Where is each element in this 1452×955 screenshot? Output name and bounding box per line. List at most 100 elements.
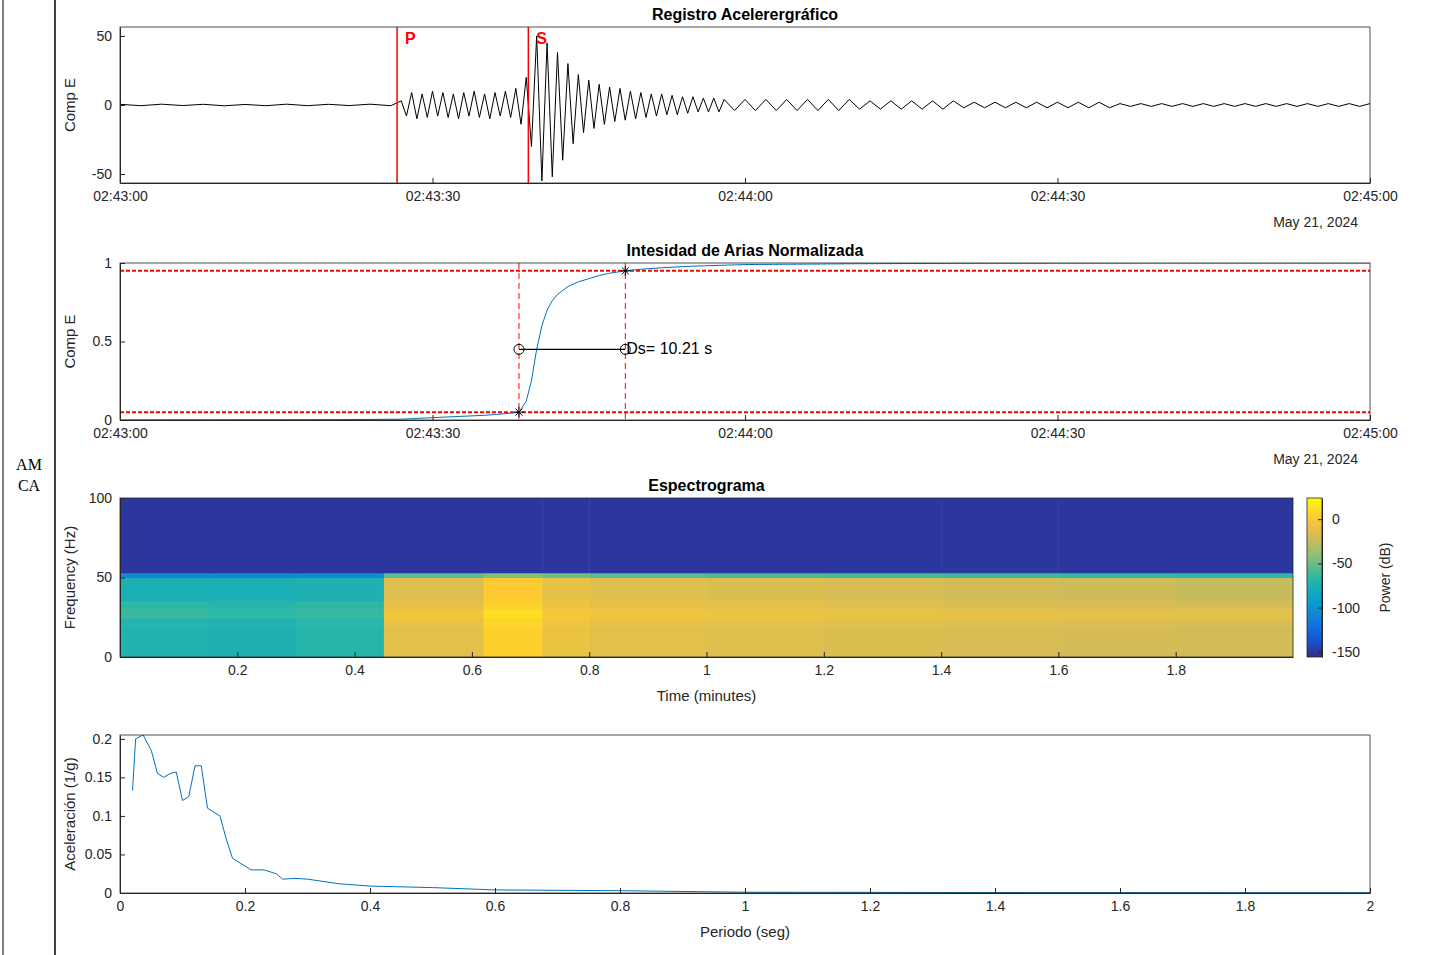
heat-cell xyxy=(120,625,208,657)
interval-line xyxy=(518,263,519,420)
tick-mark xyxy=(237,652,238,657)
heat-cell xyxy=(1176,498,1293,573)
heat-cell xyxy=(1176,609,1293,617)
tick: 1.4 xyxy=(986,888,1006,914)
heat-cell xyxy=(296,617,384,625)
heat-cell xyxy=(1176,601,1293,609)
heat-cell xyxy=(941,578,1059,602)
heat-cell xyxy=(941,609,1059,617)
tick-mark xyxy=(707,652,708,657)
tick-label: 1.2 xyxy=(815,662,835,678)
heat-cell xyxy=(589,609,707,617)
heat-cell xyxy=(941,573,1059,578)
tick-mark xyxy=(995,888,996,893)
heat-cell xyxy=(120,573,208,578)
phase-label: P xyxy=(405,30,416,47)
heat-cell xyxy=(208,578,296,602)
tick: 0.2 xyxy=(228,652,248,678)
tick: 0 xyxy=(1318,511,1340,527)
heat-cell xyxy=(1058,573,1176,578)
tick-label: 100 xyxy=(89,490,113,506)
tick-mark xyxy=(120,657,125,658)
tick-mark xyxy=(870,888,871,893)
tick-label: 0.8 xyxy=(580,662,600,678)
title: Registro Acelerergráfico xyxy=(652,6,838,23)
heat-cell xyxy=(824,617,942,625)
heat-cell xyxy=(824,609,942,617)
tick: 2 xyxy=(1367,888,1375,914)
station-label: CA xyxy=(18,477,41,494)
heat-cell xyxy=(484,498,543,573)
y-axis-title: Aceleración (1/g) xyxy=(61,757,78,870)
tick-label: 1.6 xyxy=(1111,898,1131,914)
tick: 0.6 xyxy=(486,888,506,914)
tick: 02:44:30 xyxy=(1031,178,1086,204)
tick-mark xyxy=(1058,178,1059,183)
heat-cell xyxy=(120,609,208,617)
heat-cell xyxy=(941,498,1059,573)
y-axis: -50 0 50 xyxy=(92,28,125,184)
tick: 0 xyxy=(104,412,125,428)
heat-cell xyxy=(589,625,707,657)
tick-label: 50 xyxy=(96,569,112,585)
heat-cell xyxy=(384,617,484,625)
phase-marker xyxy=(528,27,530,183)
tick: 1.4 xyxy=(932,652,952,678)
tick-label: 1 xyxy=(703,662,711,678)
tick-label: 02:44:00 xyxy=(718,188,773,204)
tick-label: 0.6 xyxy=(463,662,483,678)
annotation: Ds= 10.21 s xyxy=(626,340,712,357)
tick-label: 0.2 xyxy=(228,662,248,678)
tick-label: 0.8 xyxy=(611,898,631,914)
tick-mark xyxy=(1370,178,1371,183)
tick-mark xyxy=(1318,608,1322,609)
heat-cell xyxy=(941,625,1059,657)
x-axis-title: May 21, 2024 xyxy=(1273,451,1358,467)
heat-cell xyxy=(542,617,589,625)
y-axis: 050100 xyxy=(89,490,125,665)
tick-mark xyxy=(745,178,746,183)
tick-label: 02:43:30 xyxy=(406,425,461,441)
tick-mark xyxy=(495,888,496,893)
tick: -100 xyxy=(1318,600,1360,616)
heat-cell xyxy=(484,573,543,578)
heat-cell xyxy=(1058,625,1176,657)
tick-label: 0.6 xyxy=(486,898,506,914)
tick-label: -50 xyxy=(92,166,112,182)
tick: 02:43:30 xyxy=(406,415,461,441)
heat-cell xyxy=(589,498,707,573)
x-axis-title: May 21, 2024 xyxy=(1273,214,1358,230)
tick-label: 0.15 xyxy=(85,769,112,785)
x-axis-title: Time (minutes) xyxy=(657,687,756,704)
tick-mark xyxy=(745,415,746,420)
heat-cell xyxy=(824,625,942,657)
tick-mark xyxy=(1176,652,1177,657)
panel: 00.20.40.60.811.21.41.61.8200.050.10.150… xyxy=(61,731,1375,940)
heat-cell xyxy=(589,573,707,578)
tick: 0.6 xyxy=(463,652,483,678)
tick: -150 xyxy=(1318,644,1360,660)
tick-label: 50 xyxy=(96,28,112,44)
tick-label: 0.2 xyxy=(236,898,256,914)
phase-marker xyxy=(396,27,398,183)
tick-label: 02:44:30 xyxy=(1031,188,1086,204)
panel: 02:43:0002:43:3002:44:0002:44:3002:45:00… xyxy=(61,6,1398,230)
heat-cell xyxy=(484,578,543,602)
tick-label: 0 xyxy=(104,97,112,113)
axis-line xyxy=(120,736,121,894)
tick-mark xyxy=(1370,888,1371,893)
data-line xyxy=(133,735,1371,893)
heat-cell xyxy=(589,601,707,609)
tick-label: 02:43:00 xyxy=(93,188,148,204)
y-axis: 00.050.10.150.2 xyxy=(85,731,125,901)
tick: 0.4 xyxy=(345,652,365,678)
heat-cell xyxy=(707,609,825,617)
tick: 0.1 xyxy=(93,808,125,824)
plot-area xyxy=(133,735,1371,893)
heat-cell xyxy=(824,498,942,573)
heat-cell xyxy=(1058,498,1176,573)
heat-cell xyxy=(1176,578,1293,602)
y-axis-title: Frequency (Hz) xyxy=(61,526,78,629)
tick: 50 xyxy=(96,28,125,44)
tick: 1.6 xyxy=(1111,888,1131,914)
